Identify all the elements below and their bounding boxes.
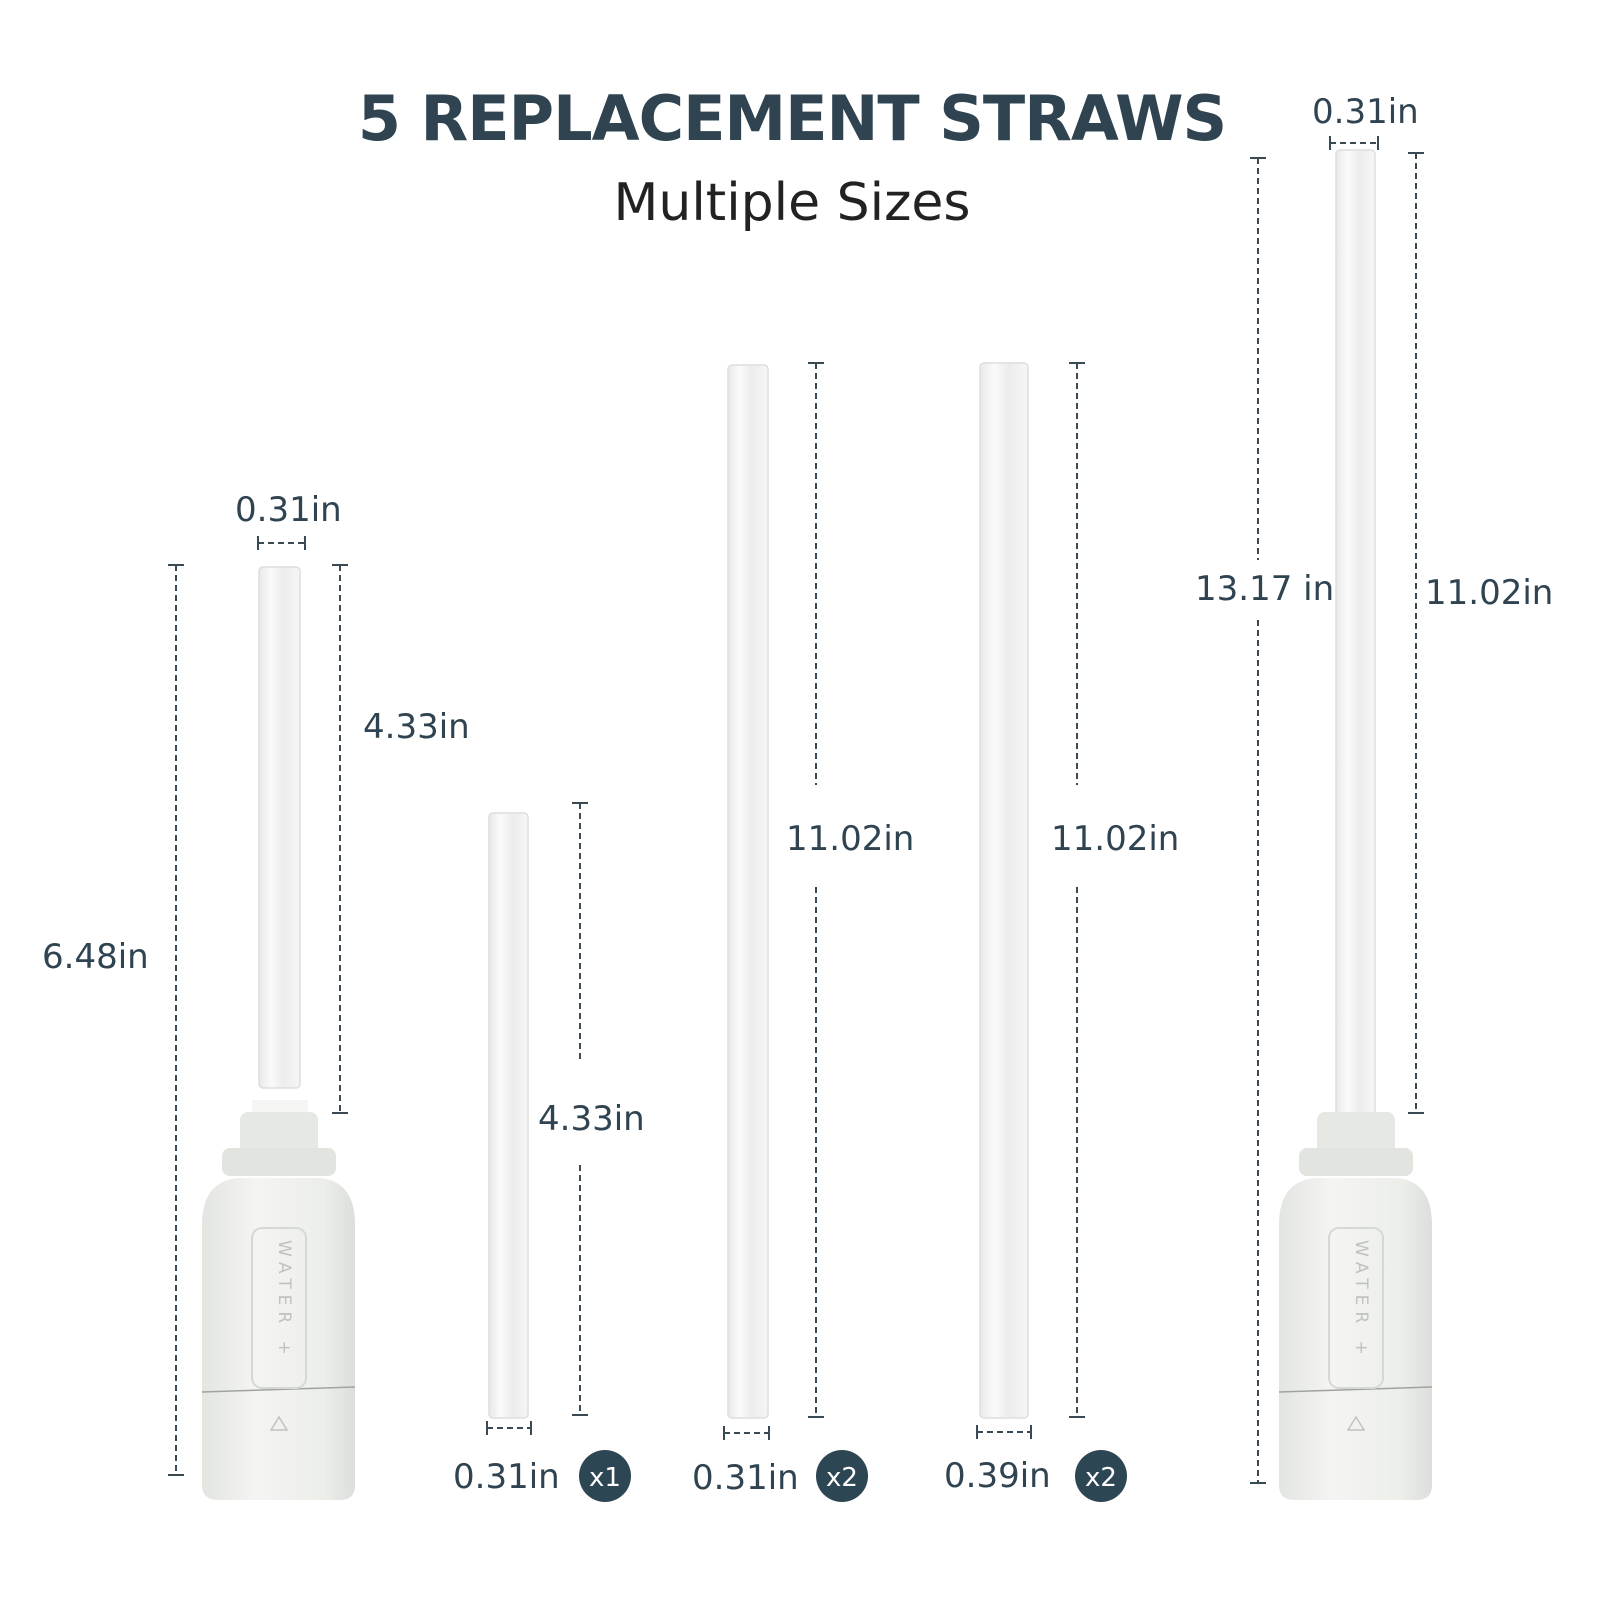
left-filter: WATER +: [201, 566, 356, 1500]
right-total-height-label: 13.17 in: [1195, 569, 1334, 609]
filter-collar: [222, 1148, 336, 1176]
filter-collar: [1299, 1148, 1413, 1176]
straw-3-length: 11.02in: [1051, 819, 1179, 859]
straw-3-quantity: x2: [1085, 1463, 1117, 1493]
brand-text: WATER +: [1351, 1240, 1371, 1361]
straw-2-length: 11.02in: [786, 819, 914, 859]
straw-2-width: 0.31in: [692, 1458, 799, 1498]
left-straw-width-label: 0.31in: [235, 490, 342, 530]
triangle-icon: [269, 1415, 289, 1431]
straw-1-quantity: x1: [589, 1463, 621, 1493]
brand-label-panel: [251, 1227, 307, 1389]
quantity-badge: [1075, 1450, 1127, 1502]
right-straw-length-label: 11.02in: [1425, 573, 1553, 613]
filter-cap: [240, 1112, 318, 1157]
filter-body: [1279, 1178, 1432, 1500]
left-straw-length-label: 4.33in: [363, 707, 470, 747]
right-filter-straw: [1335, 149, 1376, 1126]
page-subtitle: Multiple Sizes: [614, 173, 971, 233]
quantity-badge: [816, 1450, 868, 1502]
straw-1-width: 0.31in: [453, 1457, 560, 1497]
straw-2: 11.02in 0.31in x2: [692, 362, 914, 1502]
triangle-icon: [1346, 1415, 1366, 1431]
straw-3-width: 0.39in: [944, 1456, 1051, 1496]
straw-2-quantity: x2: [826, 1463, 858, 1493]
brand-label-panel: [1328, 1227, 1384, 1389]
left-total-height-label: 6.48in: [42, 937, 149, 977]
right-straw-width-label: 0.31in: [1312, 92, 1419, 132]
straw-3: 11.02in 0.39in x2: [944, 362, 1179, 1502]
filter-cap: [1317, 1112, 1395, 1157]
page-title: 5 REPLACEMENT STRAWS: [358, 82, 1226, 155]
filter-body: [202, 1178, 355, 1500]
brand-text: WATER +: [274, 1240, 294, 1361]
right-filter: WATER +: [1278, 149, 1433, 1500]
straw-1: 4.33in 0.31in x1: [453, 802, 645, 1502]
left-filter-straw: [258, 566, 301, 1089]
straw-1-length: 4.33in: [538, 1099, 645, 1139]
quantity-badge: [579, 1450, 631, 1502]
